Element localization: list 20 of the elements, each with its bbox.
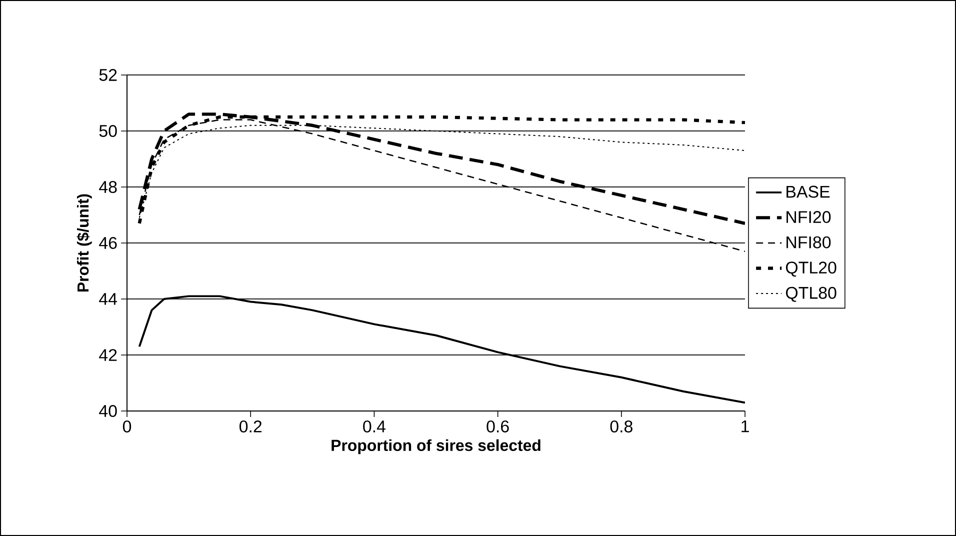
x-tick-label: 0.2: [239, 420, 262, 432]
y-tick-label: 42: [99, 349, 117, 361]
y-tick-label: 44: [99, 293, 118, 305]
x-tick-label: 0.4: [363, 420, 386, 432]
x-tick-label: 1: [742, 420, 749, 432]
y-tick-label: 46: [99, 236, 117, 249]
y-tick-label: 48: [99, 180, 117, 193]
y-tick-label: 50: [99, 124, 117, 137]
y-tick-label: 40: [99, 404, 117, 417]
legend-label: QTL80: [786, 286, 836, 302]
x-tick-label: 0: [122, 420, 132, 432]
x-axis-title: Proportion of sires selected: [332, 439, 540, 454]
x-tick-label: 0.6: [486, 420, 509, 432]
x-tick-label: 0.8: [610, 420, 632, 432]
legend-label: NFI80: [786, 236, 831, 248]
legend-label: NFI20: [786, 211, 831, 224]
legend-label: QTL20: [786, 262, 836, 277]
y-tick-label: 52: [99, 68, 117, 81]
y-axis-title: Profit ($/unit): [76, 194, 92, 292]
legend-label: BASE: [786, 186, 830, 198]
